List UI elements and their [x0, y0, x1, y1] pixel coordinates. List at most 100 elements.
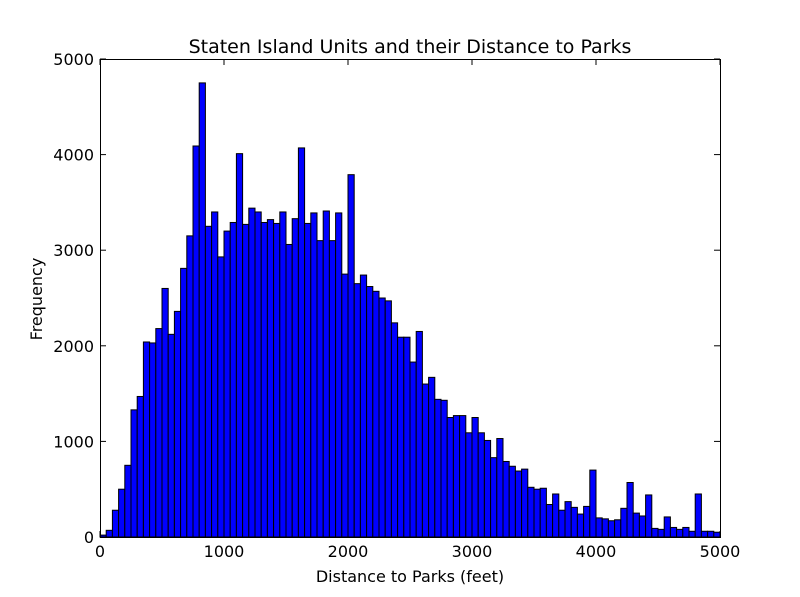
histogram-bar	[713, 531, 721, 538]
y-tick-label: 5000	[53, 50, 94, 69]
histogram-bar	[657, 528, 665, 538]
histogram-bar	[676, 528, 684, 538]
histogram-bar	[638, 515, 647, 538]
histogram-bar	[118, 488, 126, 538]
histogram-bar	[304, 222, 312, 538]
histogram-bar	[235, 153, 244, 538]
histogram-bar	[260, 221, 268, 538]
histogram-bar	[446, 417, 454, 538]
histogram-bar	[477, 432, 485, 538]
histogram-bar	[124, 464, 132, 538]
histogram-bar	[496, 438, 504, 538]
histogram-bar	[434, 398, 442, 538]
histogram-bar	[186, 235, 194, 538]
y-axis-label: Frequency	[27, 258, 46, 341]
histogram-bar	[136, 395, 144, 538]
histogram-bar	[372, 290, 380, 538]
histogram-bar	[508, 465, 516, 538]
histogram-bar	[273, 222, 281, 538]
histogram-bar	[297, 147, 306, 538]
histogram-bar	[335, 212, 343, 538]
histogram-bar	[204, 225, 213, 538]
histogram-bar	[111, 509, 120, 538]
histogram-bar	[347, 174, 355, 538]
histogram-bar	[409, 361, 417, 538]
bars-group	[99, 82, 721, 538]
x-tick-label: 4000	[576, 542, 617, 561]
histogram-bar	[514, 470, 523, 538]
histogram-bar	[161, 287, 169, 538]
histogram-bar	[403, 336, 411, 538]
histogram-bar	[570, 506, 578, 538]
histogram-bar	[322, 210, 330, 538]
histogram-bar	[198, 82, 206, 538]
histogram-bar	[490, 457, 498, 538]
histogram-bar	[707, 530, 715, 538]
histogram-bar	[384, 300, 392, 538]
y-tick-label: 2000	[53, 337, 94, 356]
histogram-bar	[217, 256, 225, 538]
x-tick-label: 1000	[204, 542, 245, 561]
x-axis-label: Distance to Parks (feet)	[316, 567, 504, 586]
histogram-bar	[539, 487, 547, 538]
ticks-group: 0 1000 2000 3000 4000 5000 0 1000 2000 3000 4000 50…	[53, 50, 740, 561]
histogram-bar	[248, 207, 256, 538]
histogram-bar	[471, 417, 479, 538]
x-tick-label: 2000	[328, 542, 369, 561]
histogram-bar	[663, 516, 671, 538]
histogram-bar	[651, 527, 659, 538]
x-tick-label: 0	[95, 542, 105, 561]
histogram-bar	[533, 488, 541, 538]
chart-title: Staten Island Units and their Distance t…	[189, 36, 632, 58]
histogram-bar	[366, 286, 374, 538]
histogram-bar	[266, 219, 275, 538]
y-tick-label: 0	[84, 528, 94, 547]
histogram-bar	[440, 399, 448, 538]
histogram-bar	[130, 409, 138, 538]
histogram-bar	[211, 211, 219, 538]
histogram-bar	[328, 240, 337, 538]
histogram-bar	[105, 529, 113, 538]
histogram-bar	[558, 509, 566, 538]
x-tick-label: 5000	[700, 542, 741, 561]
histogram-bar	[180, 267, 188, 538]
histogram-bar	[397, 336, 405, 538]
histogram-bar	[620, 507, 628, 538]
histogram-bar	[614, 519, 622, 538]
histogram-bar	[632, 512, 640, 538]
histogram-bar	[552, 493, 560, 538]
histogram-bar	[502, 460, 510, 538]
histogram-bar	[341, 273, 349, 538]
histogram-bar	[378, 297, 386, 538]
histogram-bar	[607, 520, 616, 538]
histogram-bar	[601, 518, 609, 538]
histogram-bar	[285, 243, 293, 538]
histogram-bar	[682, 526, 690, 538]
histogram-bar	[149, 342, 157, 538]
histogram-bar	[459, 415, 467, 538]
histogram-bar	[415, 330, 423, 538]
histogram-bar	[428, 376, 436, 538]
y-tick-label: 3000	[53, 241, 94, 260]
histogram-bar	[390, 322, 399, 538]
y-tick-label: 1000	[53, 432, 94, 451]
histogram-bar	[694, 493, 702, 538]
histogram-bar	[576, 513, 585, 538]
histogram-bar	[589, 469, 597, 538]
histogram-bar	[229, 221, 237, 538]
histogram-bar	[527, 486, 535, 538]
histogram-bar	[669, 526, 678, 538]
histogram-bar	[521, 468, 529, 538]
histogram-bar	[626, 482, 634, 538]
histogram-bar	[353, 283, 361, 538]
histogram-bar	[545, 503, 554, 538]
histogram-bar	[223, 230, 231, 538]
plot-frame	[100, 59, 721, 538]
histogram-bar	[173, 310, 182, 538]
histogram-bar	[645, 494, 653, 538]
histogram-bar	[316, 240, 324, 538]
histogram-bar	[583, 505, 591, 538]
histogram-bar	[155, 328, 163, 538]
histogram-bar	[279, 211, 287, 538]
